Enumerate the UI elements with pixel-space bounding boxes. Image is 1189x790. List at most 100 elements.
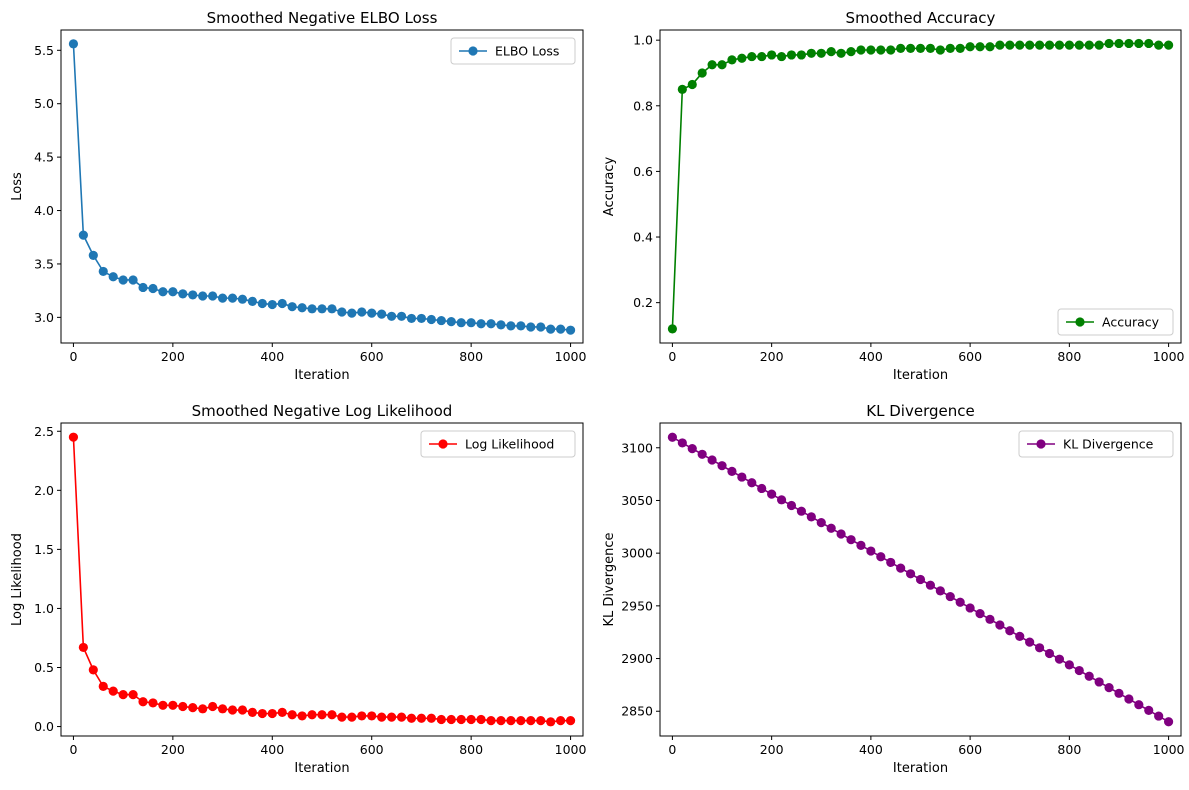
data-point <box>198 291 208 301</box>
data-point <box>506 716 516 726</box>
y-tick-label: 1.0 <box>34 601 54 616</box>
data-point <box>158 287 168 297</box>
series-line <box>72 437 571 723</box>
data-point <box>1064 40 1074 50</box>
data-point <box>737 53 747 63</box>
x-tick-label: 0 <box>69 349 77 364</box>
data-point <box>446 317 456 327</box>
data-point <box>396 311 407 321</box>
axes-frame <box>659 422 1182 737</box>
x-tick-label: 1000 <box>555 349 587 364</box>
x-tick-label: 1000 <box>555 742 587 757</box>
data-point <box>856 540 866 550</box>
data-point <box>826 47 836 57</box>
y-tick-label: 2900 <box>621 651 653 666</box>
x-tick-label: 1000 <box>1153 742 1185 757</box>
data-point <box>886 557 896 568</box>
data-point <box>975 609 985 619</box>
data-point <box>816 517 826 528</box>
data-point <box>168 700 178 710</box>
x-tick-label: 200 <box>760 742 784 757</box>
data-point <box>297 303 307 313</box>
data-point <box>426 314 436 325</box>
data-point <box>327 304 337 314</box>
data-point <box>935 45 945 55</box>
data-point <box>436 714 446 725</box>
data-point <box>677 84 687 94</box>
data-point <box>416 313 427 324</box>
data-point <box>257 298 267 309</box>
data-point <box>767 489 777 499</box>
y-axis-label: Loss <box>10 172 25 201</box>
x-axis-label: Iteration <box>294 761 349 776</box>
data-point <box>975 42 985 52</box>
data-point <box>796 506 807 516</box>
data-point <box>935 586 945 596</box>
y-tick-label: 0.0 <box>34 719 54 734</box>
data-point <box>1134 700 1144 710</box>
data-point <box>757 51 767 62</box>
data-point <box>985 42 995 52</box>
data-point <box>846 47 856 57</box>
x-tick-label: 800 <box>459 742 483 757</box>
data-point <box>945 43 955 53</box>
data-point <box>188 290 198 300</box>
data-point <box>1104 38 1114 49</box>
y-axis-label: Accuracy <box>602 157 617 217</box>
legend: Log Likelihood <box>420 430 576 458</box>
data-point <box>406 313 417 324</box>
data-point <box>896 563 906 573</box>
legend-marker <box>1075 317 1085 327</box>
data-point <box>1163 717 1174 727</box>
y-tick-label: 3100 <box>621 440 653 455</box>
data-point <box>1084 40 1094 50</box>
data-point <box>1025 40 1035 50</box>
data-point <box>1114 38 1124 49</box>
data-point <box>357 307 367 317</box>
data-point <box>1064 660 1074 670</box>
data-point <box>347 712 357 722</box>
x-axis-label: Iteration <box>893 368 948 383</box>
y-tick-label: 0.6 <box>633 164 653 179</box>
data-point <box>287 710 297 720</box>
data-point <box>317 710 327 720</box>
x-tick-label: 600 <box>360 742 384 757</box>
data-point <box>1054 654 1065 664</box>
data-point <box>98 681 108 691</box>
data-point <box>148 283 158 294</box>
y-tick-label: 0.5 <box>34 660 54 675</box>
data-point <box>416 713 427 723</box>
legend-label: KL Divergence <box>1063 437 1154 452</box>
data-point <box>118 275 128 285</box>
data-point <box>1005 40 1015 50</box>
y-tick-label: 3.5 <box>34 256 54 271</box>
data-point <box>227 705 238 715</box>
data-point <box>1025 637 1035 647</box>
legend-frame <box>420 430 576 458</box>
legend-frame <box>1057 308 1174 336</box>
data-point <box>826 523 836 533</box>
data-point <box>128 690 138 700</box>
x-tick-label: 400 <box>260 742 284 757</box>
axes-frame <box>60 29 584 344</box>
data-point <box>217 293 228 303</box>
data-point <box>387 311 397 321</box>
data-point <box>717 60 727 70</box>
data-point <box>1154 40 1164 50</box>
data-point <box>78 230 88 240</box>
data-point <box>1124 694 1134 704</box>
data-point <box>337 307 347 317</box>
data-point <box>158 700 168 710</box>
data-point <box>687 444 697 454</box>
legend-frame <box>1018 430 1174 458</box>
y-tick-label: 3000 <box>621 546 653 561</box>
chart-title: Smoothed Accuracy <box>846 9 996 27</box>
x-tick-label: 200 <box>161 349 185 364</box>
data-point <box>1015 631 1025 642</box>
data-point <box>866 546 876 556</box>
y-axis-label: KL Divergence <box>602 533 617 627</box>
data-point <box>88 665 98 675</box>
data-point <box>1054 40 1065 50</box>
data-point <box>767 50 777 60</box>
